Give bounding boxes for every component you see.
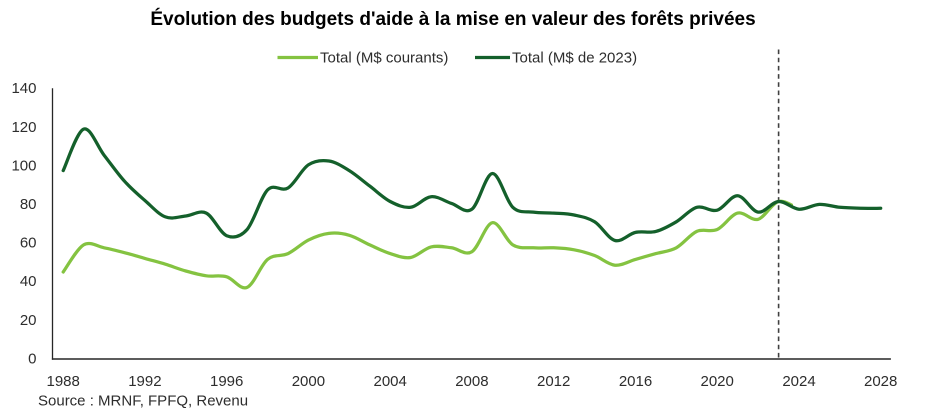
svg-text:120: 120 [11,119,36,136]
svg-text:2012: 2012 [537,373,570,390]
svg-text:Total (M$ courants): Total (M$ courants) [320,50,448,67]
svg-text:60: 60 [20,235,37,252]
svg-text:2000: 2000 [292,373,325,390]
svg-text:2028: 2028 [864,373,897,390]
svg-text:80: 80 [20,196,37,213]
svg-text:2008: 2008 [455,373,488,390]
svg-text:1992: 1992 [128,373,161,390]
svg-text:2016: 2016 [619,373,652,390]
svg-text:2004: 2004 [374,373,407,390]
svg-text:100: 100 [11,157,36,174]
svg-text:0: 0 [28,350,36,367]
svg-text:Total (M$ de 2023): Total (M$ de 2023) [512,50,637,67]
svg-text:2020: 2020 [701,373,734,390]
svg-text:20: 20 [20,312,37,329]
svg-text:1996: 1996 [210,373,243,390]
svg-text:1988: 1988 [47,373,80,390]
svg-text:2024: 2024 [782,373,815,390]
svg-text:Évolution des budgets d'aide à: Évolution des budgets d'aide à la mise e… [150,8,755,30]
svg-text:140: 140 [11,80,36,97]
svg-text:Source : MRNF, FPFQ, Revenu: Source : MRNF, FPFQ, Revenu [38,393,248,410]
svg-text:40: 40 [20,273,37,290]
